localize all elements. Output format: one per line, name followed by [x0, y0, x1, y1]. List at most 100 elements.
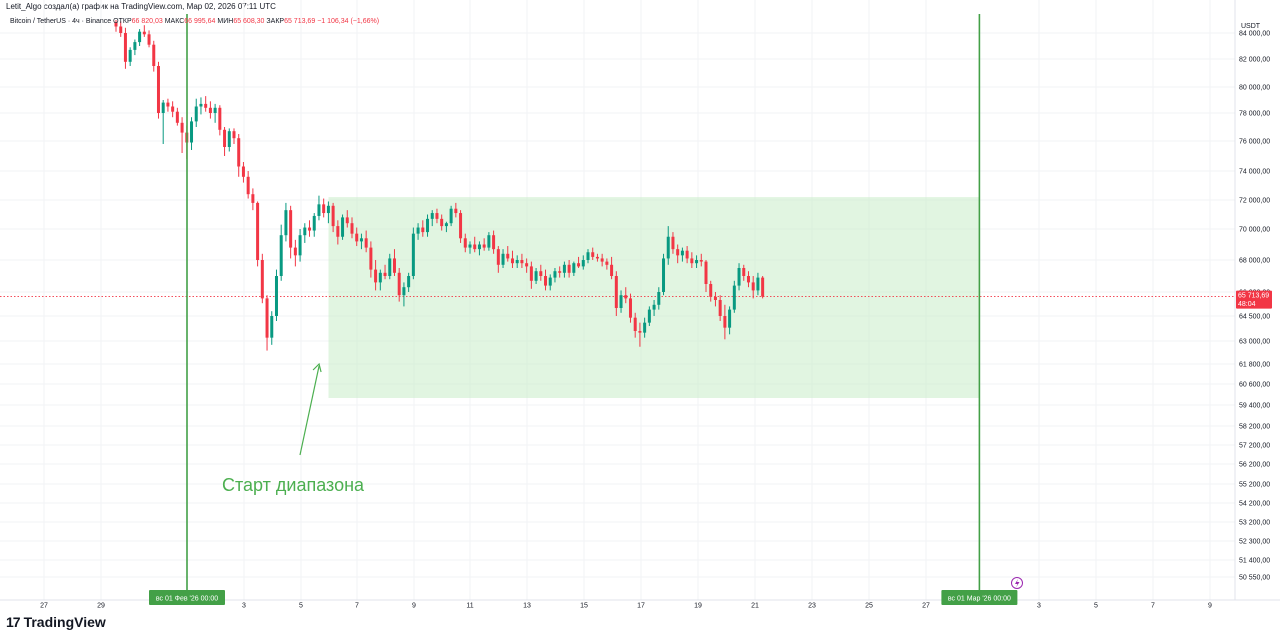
- candle[interactable]: [355, 227, 359, 247]
- candle[interactable]: [435, 208, 439, 224]
- candle[interactable]: [218, 105, 222, 136]
- range-box[interactable]: [328, 197, 980, 398]
- candle[interactable]: [624, 287, 628, 304]
- annotation-text[interactable]: Старт диапазона: [222, 475, 365, 495]
- candle[interactable]: [374, 260, 378, 291]
- lightning-icon[interactable]: [1011, 577, 1023, 589]
- candle[interactable]: [454, 202, 458, 218]
- candle[interactable]: [175, 107, 179, 126]
- candle[interactable]: [539, 264, 543, 281]
- candle[interactable]: [383, 264, 387, 280]
- candle[interactable]: [341, 214, 345, 240]
- candle[interactable]: [251, 188, 255, 211]
- candle[interactable]: [279, 224, 283, 281]
- annotation-arrow[interactable]: [299, 365, 320, 456]
- candle[interactable]: [331, 202, 335, 233]
- candle[interactable]: [610, 256, 614, 280]
- candle[interactable]: [322, 198, 326, 218]
- candle[interactable]: [265, 295, 269, 351]
- candle[interactable]: [171, 101, 175, 118]
- candle[interactable]: [761, 276, 765, 299]
- candle[interactable]: [232, 128, 236, 144]
- candle[interactable]: [709, 280, 713, 302]
- candle[interactable]: [213, 103, 217, 123]
- candle[interactable]: [444, 221, 448, 233]
- candle[interactable]: [558, 266, 562, 278]
- candle[interactable]: [652, 300, 656, 316]
- candle[interactable]: [274, 269, 278, 321]
- candle[interactable]: [378, 269, 382, 291]
- candle[interactable]: [388, 253, 392, 280]
- candle[interactable]: [619, 290, 623, 313]
- candle[interactable]: [463, 233, 467, 253]
- candle[interactable]: [123, 27, 127, 69]
- candle[interactable]: [407, 272, 411, 292]
- candle[interactable]: [728, 306, 732, 335]
- candle[interactable]: [147, 30, 151, 48]
- candle[interactable]: [520, 253, 524, 268]
- candle[interactable]: [567, 260, 571, 278]
- candle[interactable]: [440, 214, 444, 231]
- candle[interactable]: [680, 247, 684, 262]
- candle[interactable]: [430, 210, 434, 227]
- candle[interactable]: [449, 205, 453, 227]
- candle[interactable]: [595, 253, 599, 262]
- candle[interactable]: [633, 312, 637, 338]
- candle[interactable]: [695, 255, 699, 268]
- candle[interactable]: [562, 261, 566, 278]
- candle[interactable]: [501, 249, 505, 268]
- candle[interactable]: [133, 39, 137, 56]
- candle[interactable]: [699, 253, 703, 267]
- candle[interactable]: [572, 261, 576, 276]
- candle[interactable]: [685, 246, 689, 264]
- candle[interactable]: [473, 236, 477, 253]
- candle[interactable]: [369, 241, 373, 278]
- candle[interactable]: [270, 311, 274, 345]
- candle[interactable]: [525, 258, 529, 273]
- candle[interactable]: [737, 263, 741, 291]
- candle[interactable]: [397, 268, 401, 302]
- candle[interactable]: [643, 317, 647, 338]
- candle[interactable]: [293, 239, 297, 267]
- candle[interactable]: [492, 230, 496, 254]
- candle[interactable]: [208, 101, 212, 119]
- candle[interactable]: [534, 268, 538, 284]
- candle[interactable]: [345, 210, 349, 228]
- candle[interactable]: [586, 249, 590, 264]
- candle[interactable]: [671, 232, 675, 254]
- candle[interactable]: [647, 306, 651, 326]
- candle[interactable]: [260, 253, 264, 304]
- candle[interactable]: [544, 269, 548, 291]
- candle[interactable]: [180, 117, 184, 153]
- candle[interactable]: [704, 260, 708, 292]
- candle[interactable]: [256, 201, 260, 267]
- candle[interactable]: [364, 230, 368, 253]
- candle[interactable]: [591, 247, 595, 260]
- candle[interactable]: [114, 20, 118, 32]
- candle[interactable]: [553, 268, 557, 283]
- candle[interactable]: [666, 226, 670, 265]
- candle[interactable]: [411, 227, 415, 280]
- candle[interactable]: [303, 223, 307, 243]
- candle[interactable]: [336, 220, 340, 245]
- candle[interactable]: [732, 280, 736, 313]
- candle[interactable]: [506, 246, 510, 262]
- candle[interactable]: [487, 232, 491, 251]
- candle[interactable]: [426, 214, 430, 237]
- candle[interactable]: [156, 61, 160, 119]
- candle[interactable]: [289, 205, 293, 259]
- candle[interactable]: [359, 233, 363, 250]
- candle[interactable]: [392, 249, 396, 276]
- candle[interactable]: [746, 271, 750, 288]
- candle[interactable]: [421, 220, 425, 237]
- candle[interactable]: [312, 213, 316, 237]
- candle[interactable]: [166, 98, 170, 112]
- candle[interactable]: [662, 253, 666, 296]
- candle[interactable]: [718, 295, 722, 321]
- candle[interactable]: [600, 253, 604, 267]
- candle[interactable]: [237, 134, 241, 177]
- candle[interactable]: [676, 244, 680, 264]
- candle[interactable]: [326, 201, 330, 224]
- candle[interactable]: [161, 100, 165, 144]
